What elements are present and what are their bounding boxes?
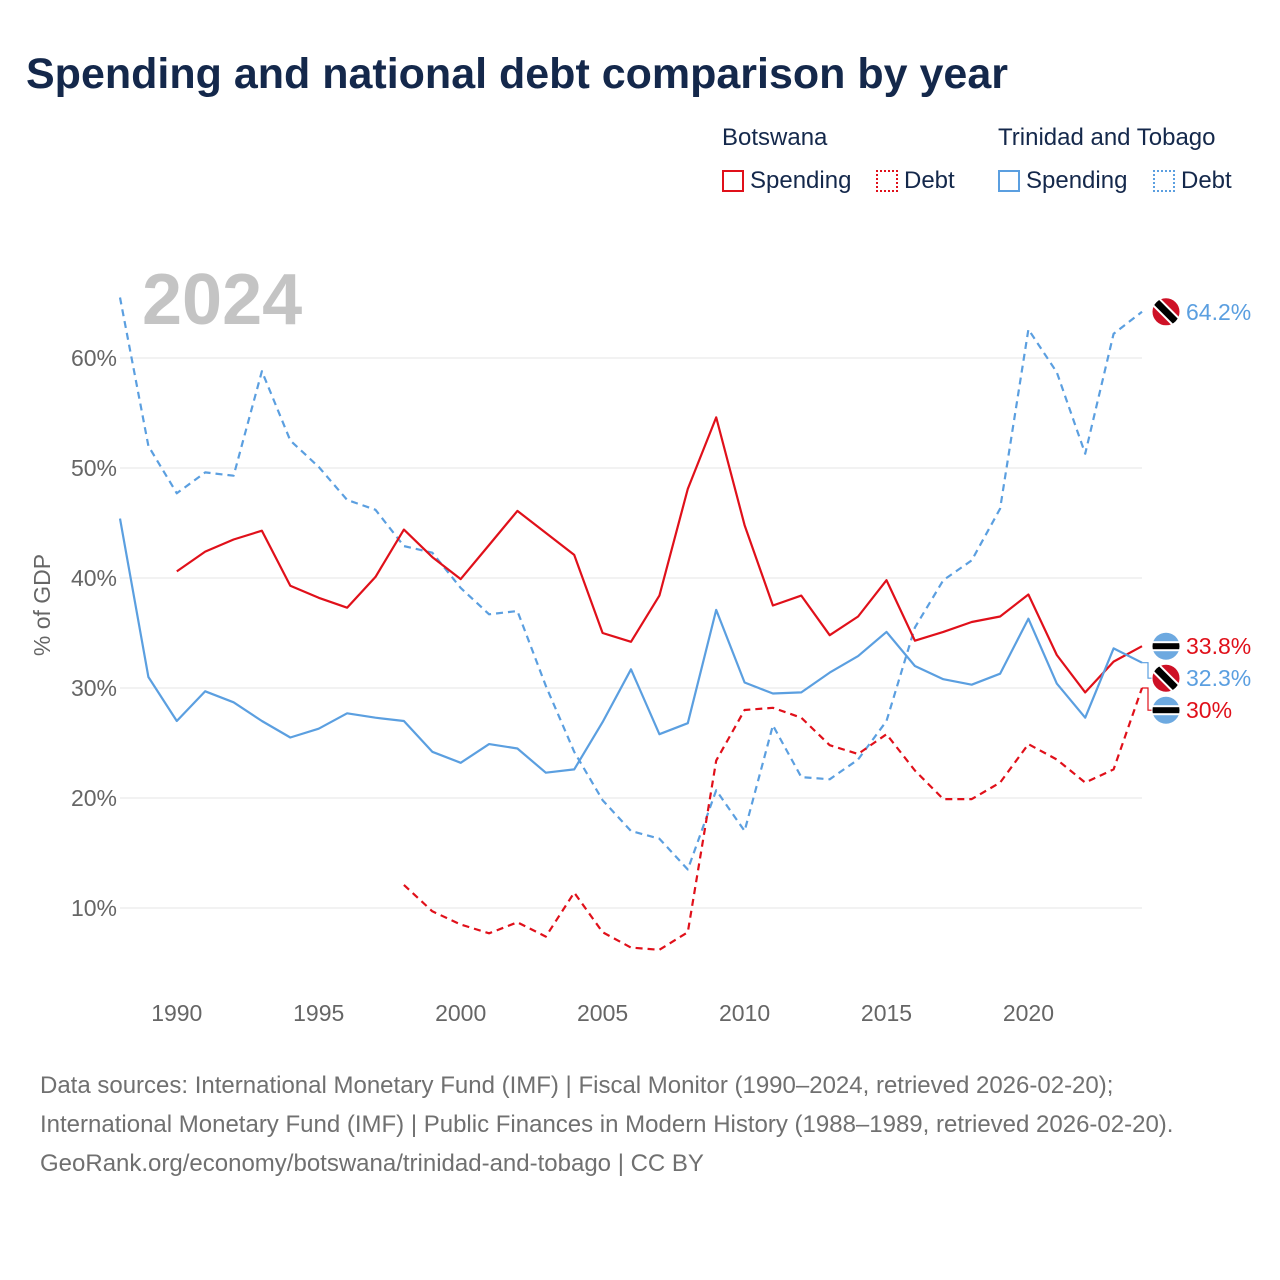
data-sources: Data sources: International Monetary Fun…	[40, 1072, 1174, 1138]
end-label-connector	[1142, 687, 1152, 711]
legend-swatch-solid-blue	[998, 170, 1020, 192]
series-line-trinidad-and-tobago-spending	[118, 518, 1143, 774]
legend-trinidad-spending[interactable]: Spending	[998, 166, 1127, 196]
page-title: Spending and national debt comparison by…	[26, 50, 1008, 98]
x-tick-label: 2015	[861, 1000, 912, 1026]
y-tick-label: 10%	[71, 895, 117, 921]
series-line-botswana-debt	[403, 687, 1144, 951]
x-tick-label: 1995	[293, 1000, 344, 1026]
legend-swatch-dotted-blue	[1153, 170, 1175, 192]
legend-botswana-spending[interactable]: Spending	[722, 166, 851, 196]
end-value-label: 30%	[1186, 697, 1232, 723]
end-value-label: 33.8%	[1186, 633, 1251, 659]
y-axis-label: % of GDP	[29, 554, 55, 656]
x-tick-label: 1990	[151, 1000, 202, 1026]
legend-label: Debt	[1181, 167, 1232, 194]
botswana-flag-icon	[1151, 631, 1181, 661]
attribution: GeoRank.org/economy/botswana/trinidad-an…	[40, 1150, 704, 1177]
legend-swatch-solid-red	[722, 170, 744, 192]
legend-trinidad-debt[interactable]: Debt	[1153, 166, 1232, 196]
legend-label: Spending	[750, 167, 852, 194]
y-tick-label: 50%	[71, 455, 117, 481]
legend-group-botswana: Botswana	[722, 124, 828, 151]
trinidad-flag-icon	[1151, 297, 1181, 327]
legend-swatch-dotted-red	[876, 170, 898, 192]
line-chart: 10% 20% 30% 40% 50% 60% 1990 1995 2000 2005 2010 20…	[29, 260, 1251, 1026]
legend-label: Debt	[904, 167, 955, 194]
footer: Data sources: International Monetary Fun…	[40, 1066, 1240, 1183]
x-tick-label: 2005	[577, 1000, 628, 1026]
legend-label: Spending	[1026, 167, 1128, 194]
y-tick-label: 40%	[71, 565, 117, 591]
botswana-flag-icon	[1151, 695, 1181, 725]
x-tick-label: 2000	[435, 1000, 486, 1026]
year-watermark: 2024	[142, 260, 302, 340]
end-value-label: 32.3%	[1186, 665, 1251, 691]
series-line-botswana-spending	[176, 416, 1143, 694]
end-label-connector	[1142, 662, 1152, 679]
legend-group-trinidad: Trinidad and Tobago	[998, 124, 1216, 151]
end-value-label: 64.2%	[1186, 299, 1251, 325]
series-line-trinidad-and-tobago-debt	[118, 297, 1143, 871]
x-tick-label: 2020	[1003, 1000, 1054, 1026]
y-tick-label: 30%	[71, 675, 117, 701]
y-tick-label: 20%	[71, 785, 117, 811]
legend-botswana-debt[interactable]: Debt	[876, 166, 955, 196]
trinidad-flag-icon	[1151, 663, 1181, 693]
x-tick-label: 2010	[719, 1000, 770, 1026]
y-tick-label: 60%	[71, 345, 117, 371]
